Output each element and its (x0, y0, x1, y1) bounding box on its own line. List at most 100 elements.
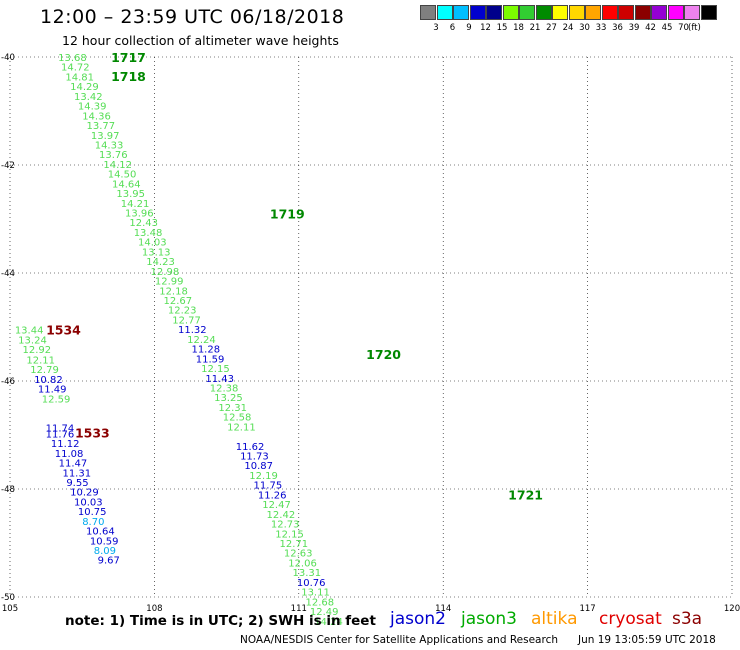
swh-value-label: 12.73 (271, 520, 300, 531)
x-tick-label: 108 (146, 604, 162, 614)
swh-value-label: 10.29 (70, 488, 99, 499)
swh-value-label: 12.63 (284, 549, 313, 560)
swh-value-label: 12.59 (42, 394, 71, 405)
swh-value-label: 14.50 (108, 170, 137, 181)
color-swatch (618, 5, 634, 20)
time-labels: 1717 1718 1719 1720 1721 1534 1533 (46, 50, 543, 502)
color-scale-label: 39 (628, 23, 640, 33)
swh-value-label: 14.64 (112, 179, 141, 190)
swh-value-label: 13.13 (142, 247, 171, 258)
swh-value-label: 12.43 (129, 218, 158, 229)
swh-value-label: 12.47 (262, 500, 291, 511)
pass-time-label: 1534 (46, 323, 81, 338)
x-tick-label: 117 (579, 604, 595, 614)
swh-value-label: 13.48 (134, 228, 163, 239)
footnote: note: 1) Time is in UTC; 2) SWH is in fe… (65, 613, 376, 629)
swh-value-label: 12.58 (223, 413, 252, 424)
pass-time-label: 1719 (270, 207, 305, 222)
x-tick-label: 111 (291, 604, 307, 614)
swh-value-label: 11.08 (55, 449, 84, 460)
swh-value-label: 11.76 (46, 429, 75, 440)
swh-value-label: 11.49 (38, 385, 67, 396)
color-scale-label: 27 (546, 23, 557, 33)
color-swatch (568, 5, 585, 20)
color-swatch (486, 5, 502, 20)
chart-title: 12:00 – 23:59 UTC 06/18/2018 (40, 6, 345, 28)
data-labels: 13.6814.7214.8114.2913.4214.3914.3613.77… (15, 53, 343, 628)
swh-value-label: 10.59 (90, 536, 119, 547)
y-tick-label: -40 (1, 53, 15, 63)
swh-value-label: 12.15 (275, 529, 304, 540)
y-tick-label: -44 (1, 269, 15, 279)
swh-value-label: 11.73 (240, 452, 269, 463)
pass-time-label: 1717 (111, 50, 146, 65)
swh-value-label: 12.99 (155, 277, 184, 288)
color-swatch (436, 5, 453, 20)
swh-value-label: 12.67 (164, 296, 193, 307)
color-scale-label: 18 (513, 23, 524, 33)
credit-text: NOAA/NESDIS Center for Satellite Applica… (240, 634, 558, 646)
y-tick-label: -46 (1, 377, 15, 387)
swh-value-label: 12.68 (306, 597, 335, 608)
color-scale-label: 70 (678, 23, 689, 33)
color-scale-label: 30 (579, 23, 590, 33)
swh-value-label: 12.31 (218, 403, 247, 414)
swh-value-label: 13.97 (91, 131, 120, 142)
swh-value-label: 12.38 (210, 383, 239, 394)
color-swatch (601, 5, 618, 20)
swh-value-label: 14.24 (314, 617, 343, 628)
x-tick-label: 114 (435, 604, 451, 614)
swh-value-label: 11.59 (196, 354, 225, 365)
swh-value-label: 9.55 (66, 478, 88, 489)
swh-value-label: 12.11 (227, 422, 256, 433)
swh-value-label: 14.23 (146, 257, 175, 268)
color-scale-label: 6 (449, 23, 456, 33)
swh-value-label: 12.15 (201, 364, 230, 375)
swh-value-label: 8.70 (82, 517, 104, 528)
swh-value-label: 14.21 (121, 199, 150, 210)
swh-value-label: 13.76 (99, 150, 128, 161)
swh-value-label: 11.47 (59, 459, 88, 470)
pass-time-label: 1721 (508, 487, 543, 502)
grid-lines (9, 56, 733, 598)
pass-time-label: 1533 (75, 425, 110, 440)
swh-value-label: 13.11 (301, 588, 330, 599)
swh-value-label: 11.28 (191, 345, 220, 356)
swh-value-label: 10.64 (86, 527, 115, 538)
legend-cryosat: cryosat (599, 609, 662, 629)
swh-value-label: 12.98 (151, 267, 180, 278)
color-scale-label: 36 (612, 23, 623, 33)
swh-value-label: 11.43 (205, 374, 234, 385)
swh-value-label: 12.71 (280, 539, 309, 550)
swh-value-label: 12.92 (23, 345, 52, 356)
color-scale-unit: (ft) (688, 23, 701, 33)
chart-subtitle: 12 hour collection of altimeter wave hei… (62, 33, 339, 48)
legend-altika: altika (531, 609, 578, 629)
legend-jason3: jason3 (461, 609, 517, 629)
swh-value-label: 12.24 (187, 335, 216, 346)
swh-value-label: 11.12 (51, 439, 80, 450)
swh-value-label: 12.18 (159, 286, 188, 297)
color-swatch (667, 5, 684, 20)
swh-value-label: 10.75 (78, 507, 107, 518)
x-tick-label: 120 (724, 604, 740, 614)
swh-value-label: 13.77 (87, 121, 116, 132)
pass-time-label: 1718 (111, 69, 146, 84)
color-swatch (519, 5, 535, 20)
axis-tick-labels: 105 108 111 114 117 120 -40 -42 -44 -46 -48 -50 (1, 53, 740, 614)
x-tick-label: 105 (2, 604, 18, 614)
legend-s3a: s3a (672, 609, 703, 629)
swh-value-label: 14.36 (82, 111, 111, 122)
legend-jason2: jason2 (390, 609, 446, 629)
color-scale-label: 42 (645, 23, 656, 33)
swh-value-label: 14.29 (70, 82, 99, 93)
swh-value-label: 14.72 (61, 63, 90, 74)
swh-value-label: 12.77 (172, 315, 201, 326)
y-tick-label: -50 (1, 593, 15, 603)
color-scale-label: 33 (595, 23, 607, 33)
swh-value-label: 12.19 (249, 471, 278, 482)
swh-value-label: 12.79 (30, 365, 59, 376)
swh-value-label: 14.03 (138, 238, 167, 249)
swh-value-label: 11.31 (62, 468, 91, 479)
